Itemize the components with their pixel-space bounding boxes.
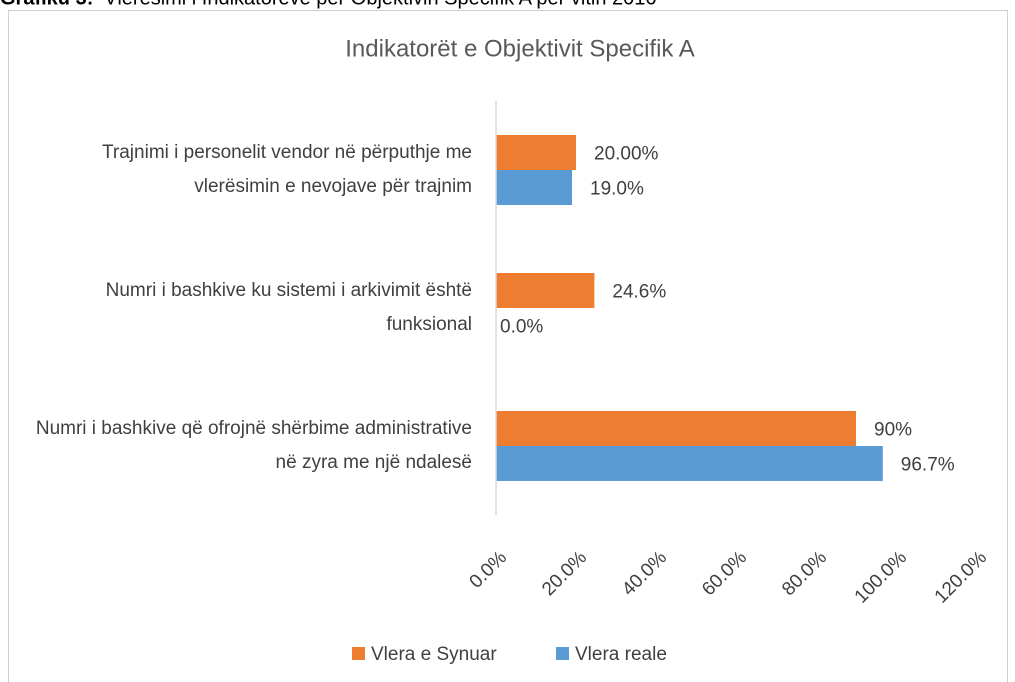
bar xyxy=(496,411,856,446)
value-label: 90% xyxy=(874,420,912,441)
legend-swatch xyxy=(352,647,365,660)
caption-label: Grafiku 3: xyxy=(0,0,93,9)
value-label: 20.00% xyxy=(594,144,659,165)
value-label: 24.6% xyxy=(612,282,666,303)
legend-label: Vlera reale xyxy=(575,644,667,665)
y-tick-label: Trajnimi i personelit vendor në përputhj… xyxy=(102,142,472,197)
value-label: 0.0% xyxy=(500,317,543,338)
y-tick-label: Numri i bashkive që ofrojnë shërbime adm… xyxy=(35,418,472,473)
bar xyxy=(496,170,572,205)
chart-title: Indikatorët e Objektivit Specifik A xyxy=(345,35,695,62)
legend-swatch xyxy=(556,647,569,660)
bar xyxy=(496,446,883,481)
y-tick-label: Numri i bashkive ku sistemi i arkivimit … xyxy=(105,280,472,335)
value-label: 19.0% xyxy=(590,179,644,200)
bar xyxy=(496,273,595,308)
chart-frame xyxy=(8,10,1008,682)
value-label: 96.7% xyxy=(901,455,955,476)
bar xyxy=(496,135,576,170)
caption-text: Vlerësimi i Indikatorëve për Objektivin … xyxy=(104,0,657,9)
legend-label: Vlera e Synuar xyxy=(371,644,497,665)
